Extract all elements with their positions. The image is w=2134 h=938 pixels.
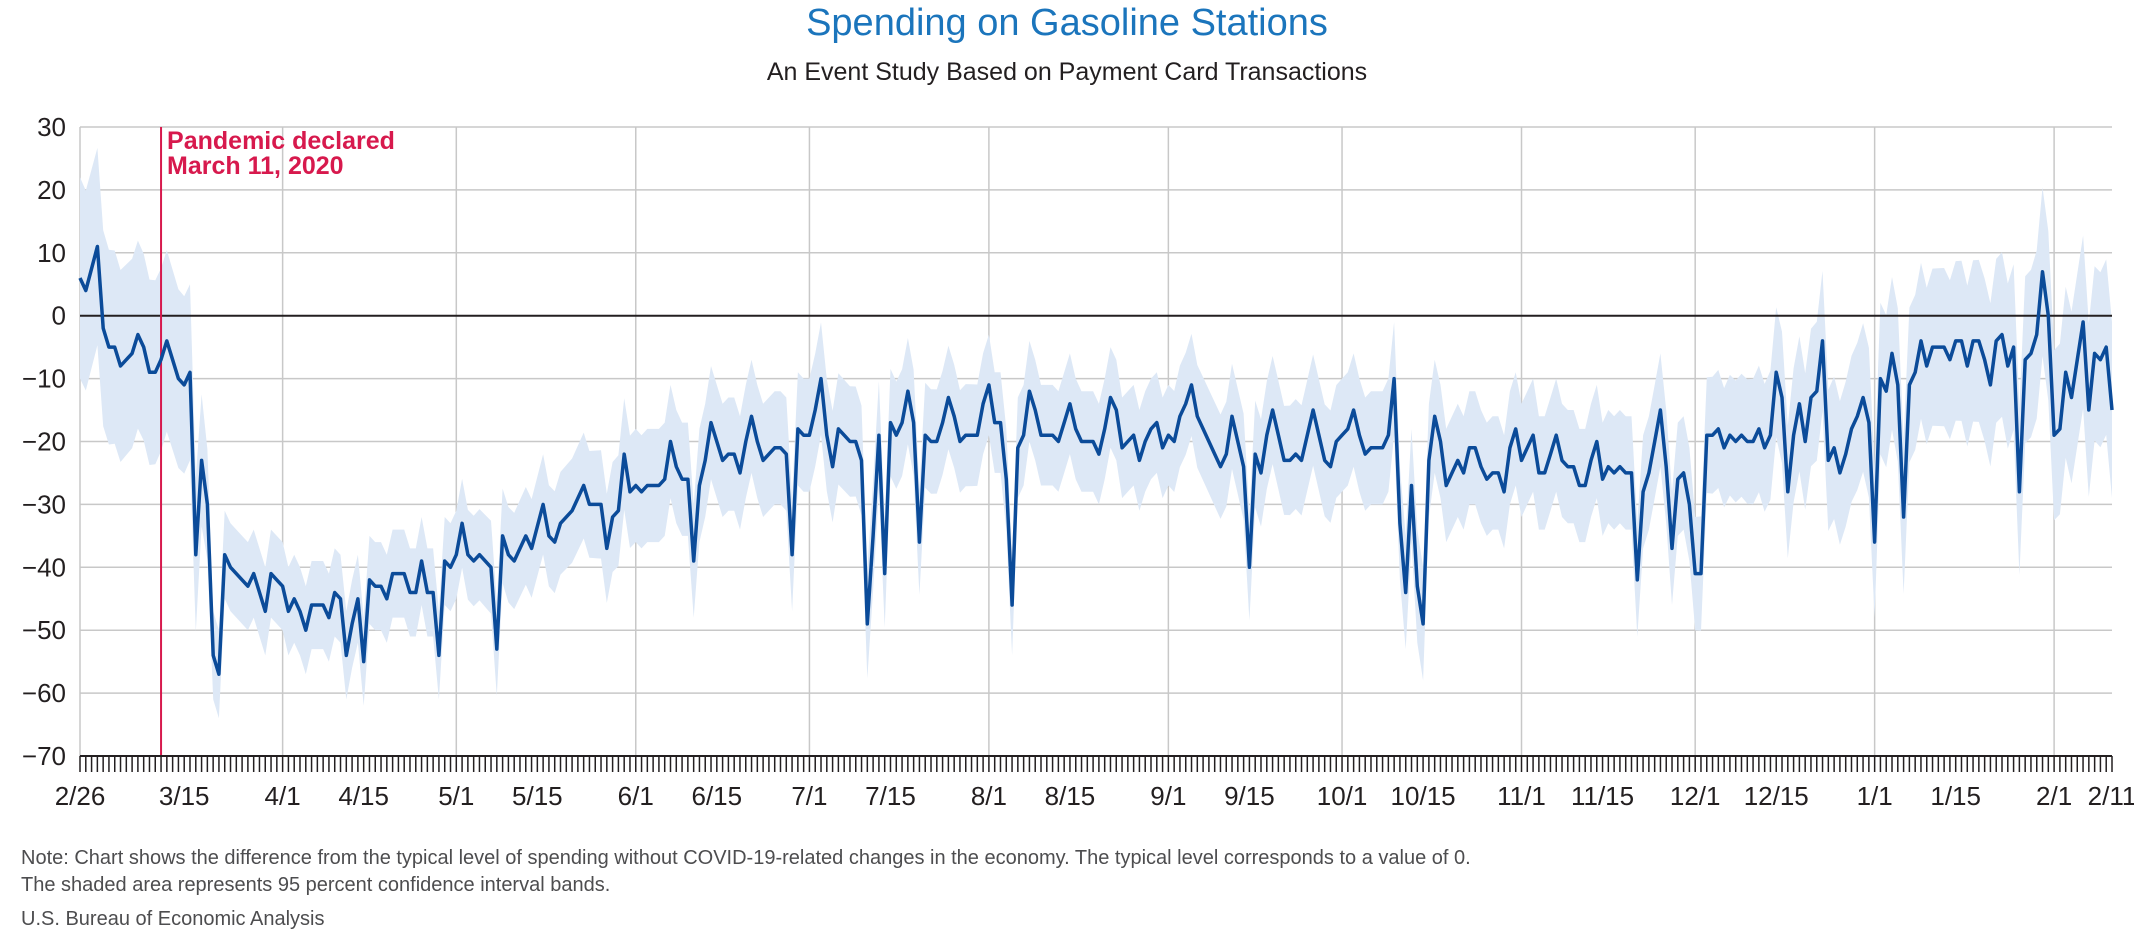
chart-subtitle: An Event Study Based on Payment Card Tra… xyxy=(766,58,1368,86)
chart-title: Spending on Gasoline Stations xyxy=(806,2,1328,44)
y-tick-label: −10 xyxy=(22,364,66,394)
note-line-1: Note: Chart shows the difference from th… xyxy=(21,847,1471,869)
x-tick-label: 1/15 xyxy=(1930,781,1981,811)
y-tick-label: −40 xyxy=(22,552,66,582)
x-tick-label: 5/1 xyxy=(438,781,474,811)
x-tick-label: 6/1 xyxy=(618,781,654,811)
x-tick-label: 12/1 xyxy=(1670,781,1721,811)
x-tick-label: 11/15 xyxy=(1571,781,1634,811)
y-axis: 30 20 10 0 −10 −20 −30 −40 −50 −60 −70 xyxy=(22,112,66,771)
y-tick-label: −60 xyxy=(22,678,66,708)
x-tick-label: 10/15 xyxy=(1391,781,1456,811)
y-tick-label: −50 xyxy=(22,615,66,645)
x-tick-label: 7/15 xyxy=(865,781,916,811)
event-label-line2: March 11, 2020 xyxy=(167,152,344,180)
x-tick-label: 8/1 xyxy=(971,781,1007,811)
y-tick-label: −20 xyxy=(22,427,66,457)
x-tick-label: 7/1 xyxy=(791,781,827,811)
y-tick-label: 30 xyxy=(37,112,66,142)
series-line xyxy=(78,244,2114,676)
x-tick-label: 6/15 xyxy=(692,781,743,811)
y-tick-label: 10 xyxy=(37,238,66,268)
y-tick-label: −70 xyxy=(22,741,66,771)
x-tick-label: 5/15 xyxy=(512,781,563,811)
y-tick-label: −30 xyxy=(22,489,66,519)
x-tick-label: 2/11 xyxy=(2088,781,2134,811)
x-tick-label: 9/1 xyxy=(1150,781,1186,811)
chart-note: Note: Chart shows the difference from th… xyxy=(21,845,1471,899)
note-line-2: The shaded area represents 95 percent co… xyxy=(21,874,611,896)
line-chart: 30 20 10 0 −10 −20 −30 −40 −50 −60 −70 2/26 3/15 4/1… xyxy=(22,112,2134,811)
x-tick-label: 8/15 xyxy=(1045,781,1096,811)
event-label-line1: Pandemic declared xyxy=(167,127,395,155)
confidence-band xyxy=(80,147,2112,719)
x-tick-label: 12/15 xyxy=(1744,781,1809,811)
x-tick-label: 4/15 xyxy=(338,781,389,811)
x-tick-label: 3/15 xyxy=(159,781,210,811)
x-tick-label: 10/1 xyxy=(1317,781,1368,811)
x-tick-label: 9/15 xyxy=(1224,781,1275,811)
x-tick-label: 11/1 xyxy=(1497,781,1546,811)
x-tick-label: 2/26 xyxy=(55,781,106,811)
x-tick-label: 4/1 xyxy=(265,781,301,811)
x-tick-label: 1/1 xyxy=(1857,781,1893,811)
y-tick-label: 0 xyxy=(52,301,66,331)
x-axis: 2/26 3/15 4/1 4/15 5/1 5/15 6/1 6/15 7/1 7/15 8/1 8… xyxy=(55,755,2134,811)
source-label: U.S. Bureau of Economic Analysis xyxy=(21,908,325,930)
x-tick-label: 2/1 xyxy=(2036,781,2072,811)
y-tick-label: 20 xyxy=(37,175,66,205)
